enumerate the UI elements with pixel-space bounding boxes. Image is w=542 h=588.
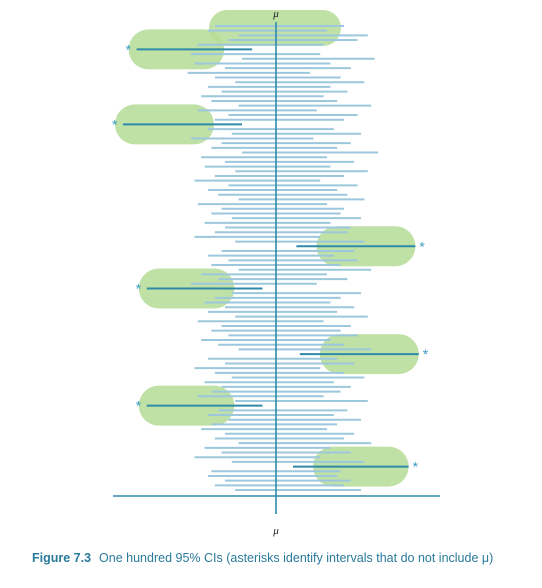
figure-caption: Figure 7.3 One hundred 95% CIs (asterisks… <box>32 551 537 565</box>
mu-label-top: μ <box>272 8 279 20</box>
caption-figure-number: Figure 7.3 <box>32 551 92 565</box>
caption-text: One hundred 95% CIs (asterisks identify … <box>99 551 494 565</box>
asterisk-marker: * <box>423 346 429 362</box>
asterisk-marker: * <box>126 41 132 57</box>
asterisk-marker: * <box>419 238 425 254</box>
asterisk-marker: * <box>136 398 142 414</box>
asterisk-marker: * <box>112 116 118 132</box>
highlight-mu-top <box>209 10 341 46</box>
interval-layer <box>123 25 419 491</box>
asterisk-marker: * <box>413 459 419 475</box>
mu-label-bottom: μ <box>272 525 279 537</box>
asterisk-marker: * <box>136 280 142 296</box>
asterisk-layer: * * * * * * * <box>112 41 429 474</box>
